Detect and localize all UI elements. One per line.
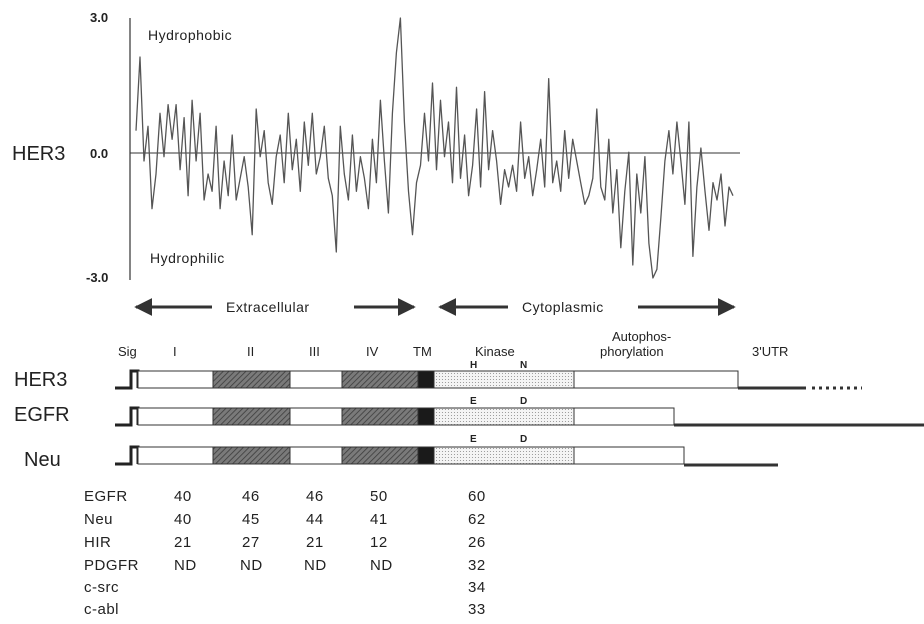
table-cell: ND (174, 557, 197, 574)
residue-marker-n: N (520, 360, 527, 371)
domain-i-segment (137, 370, 214, 389)
autophosphorylation-segment (573, 370, 739, 389)
hydrophobic-label: Hydrophobic (148, 27, 232, 43)
table-cell: 41 (370, 511, 388, 528)
domain-iii-segment (289, 446, 343, 465)
tm-segment (417, 446, 435, 465)
residue-marker-d: D (520, 396, 527, 407)
table-row: PDGFR ND ND ND ND 32 (84, 557, 486, 574)
domain-ii-segment (212, 446, 291, 465)
table-cell: 32 (468, 557, 486, 574)
domain-label-autophos: Autophos- (612, 329, 671, 344)
receptor-bar-neu: Neu E D (24, 434, 778, 471)
table-cell: 40 (174, 511, 192, 528)
table-cell: 45 (242, 511, 260, 528)
table-row: EGFR 40 46 46 50 60 (84, 488, 486, 505)
table-cell: 12 (370, 534, 388, 551)
table-cell: 46 (306, 488, 324, 505)
table-cell: ND (240, 557, 263, 574)
table-cell: 40 (174, 488, 192, 505)
autophosphorylation-segment (573, 446, 685, 465)
receptor-bar-her3: HER3 H N (14, 360, 862, 391)
y-tick-bottom: -3.0 (86, 270, 108, 285)
kinase-segment (433, 446, 575, 465)
residue-marker-e: E (470, 396, 477, 407)
plot-protein-label: HER3 (12, 143, 65, 165)
extracellular-label: Extracellular (226, 299, 310, 315)
kinase-segment (433, 370, 575, 389)
hydropathy-plot: 3.0 0.0 -3.0 HER3 Hydrophobic Hydrophili… (12, 10, 740, 285)
tm-segment (417, 407, 435, 426)
domain-label-tm: TM (413, 344, 432, 359)
domain-ii-segment (212, 370, 291, 389)
domain-i-segment (137, 446, 214, 465)
table-row: Neu 40 45 44 41 62 (84, 511, 486, 528)
table-cell: 33 (468, 601, 486, 618)
region-arrows: Extracellular Cytoplasmic (134, 298, 736, 316)
domain-iv-segment (341, 370, 419, 389)
homology-table: EGFR 40 46 46 50 60 Neu 40 45 44 41 62 H… (84, 488, 486, 618)
table-cell: 62 (468, 511, 486, 528)
table-cell: ND (370, 557, 393, 574)
table-row: HIR 21 27 21 12 26 (84, 534, 486, 551)
residue-marker-d: D (520, 434, 527, 445)
table-cell: 46 (242, 488, 260, 505)
domain-iv-segment (341, 446, 419, 465)
row-label: Neu (84, 511, 113, 528)
hydropathy-profile-line (135, 17, 734, 279)
table-cell: 26 (468, 534, 486, 551)
autophosphorylation-segment (573, 407, 675, 426)
domain-iii-segment (289, 407, 343, 426)
domain-label-iv: IV (366, 344, 379, 359)
row-label: c-src (84, 579, 119, 596)
domain-labels: Sig I II III IV TM Kinase Autophos- phor… (118, 329, 788, 359)
hydrophilic-label: Hydrophilic (150, 250, 225, 266)
table-cell: 21 (306, 534, 324, 551)
table-row: c-src 34 (84, 579, 486, 596)
domain-i-segment (137, 407, 214, 426)
table-cell: 50 (370, 488, 388, 505)
receptor-bar-egfr: EGFR E D (14, 396, 924, 427)
signal-peptide-segment (115, 406, 140, 427)
receptor-name-egfr: EGFR (14, 404, 70, 426)
domain-label-kinase: Kinase (475, 344, 515, 359)
table-cell: 27 (242, 534, 260, 551)
row-label: c-abl (84, 601, 119, 618)
table-row: c-abl 33 (84, 601, 486, 618)
domain-iii-segment (289, 370, 343, 389)
table-cell: 60 (468, 488, 486, 505)
table-cell: 34 (468, 579, 486, 596)
domain-label-iii: III (309, 344, 320, 359)
receptor-name-neu: Neu (24, 449, 61, 471)
table-cell: 44 (306, 511, 324, 528)
domain-label-i: I (173, 344, 177, 359)
row-label: HIR (84, 534, 111, 551)
cytoplasmic-label: Cytoplasmic (522, 299, 604, 315)
domain-label-ii: II (247, 344, 254, 359)
tm-segment (417, 370, 435, 389)
row-label: PDGFR (84, 557, 139, 574)
y-tick-top: 3.0 (90, 10, 108, 25)
domain-iv-segment (341, 407, 419, 426)
y-tick-zero: 0.0 (90, 146, 108, 161)
residue-marker-e: E (470, 434, 477, 445)
receptor-name-her3: HER3 (14, 369, 67, 391)
signal-peptide-segment (115, 369, 140, 390)
domain-label-phorylation: phorylation (600, 344, 664, 359)
domain-label-3utr: 3'UTR (752, 344, 788, 359)
domain-label-sig: Sig (118, 344, 137, 359)
signal-peptide-segment (115, 445, 140, 466)
kinase-segment (433, 407, 575, 426)
table-cell: ND (304, 557, 327, 574)
residue-marker-h: H (470, 360, 477, 371)
table-cell: 21 (174, 534, 192, 551)
row-label: EGFR (84, 488, 128, 505)
domain-ii-segment (212, 407, 291, 426)
